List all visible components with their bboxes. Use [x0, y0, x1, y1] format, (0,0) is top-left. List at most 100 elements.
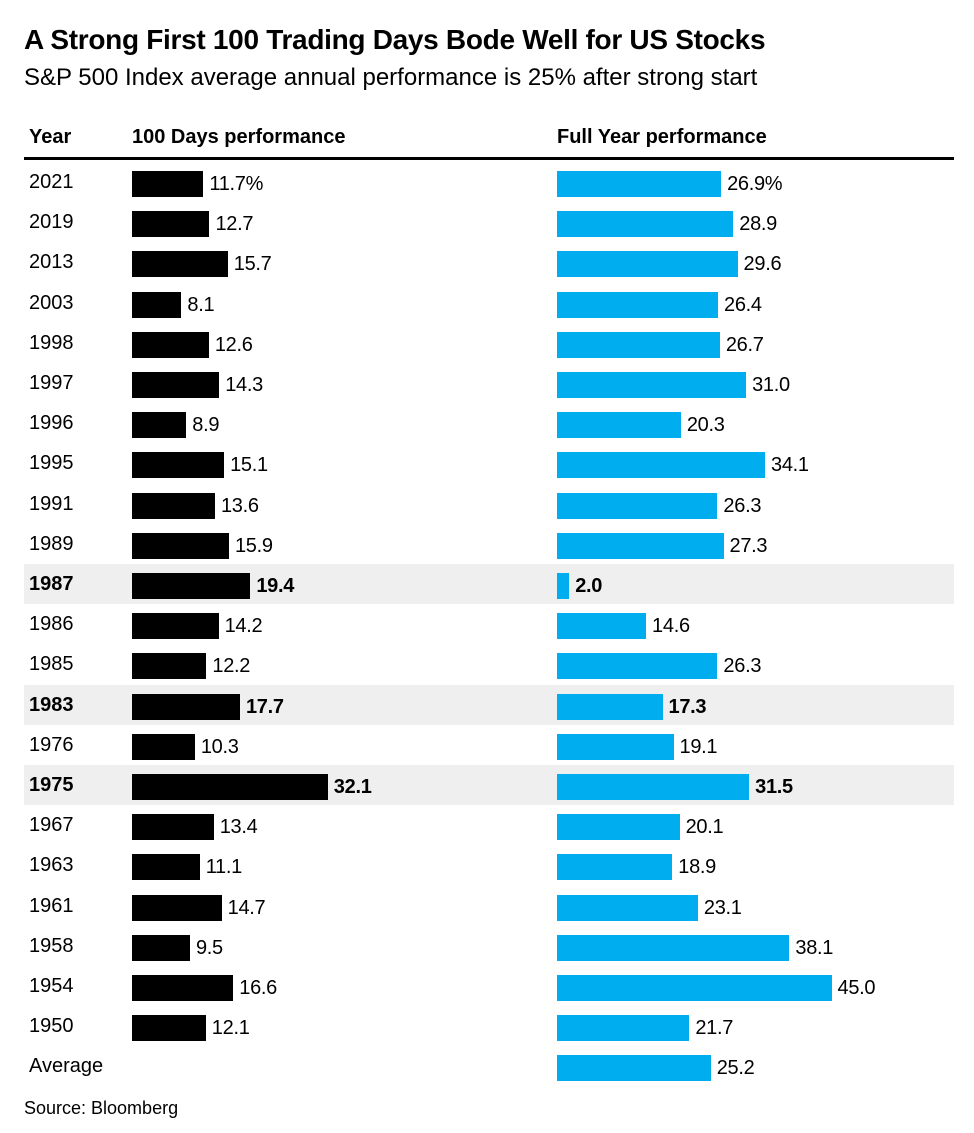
table-row: 1985 12.2 26.3: [24, 644, 954, 684]
bar-100-days: [132, 733, 195, 760]
table-row: 2019 12.7 28.9: [24, 202, 954, 242]
bar-full-year: [557, 934, 790, 961]
bar-full-year: [557, 1055, 711, 1082]
year-label: 1950: [29, 1015, 74, 1038]
table-row: 1975 32.1 31.5: [24, 765, 954, 805]
table-row: 1997 14.3 31.0: [24, 363, 954, 403]
value-label-100-days: 8.9: [192, 414, 220, 437]
value-label-100-days: 32.1: [333, 776, 372, 798]
bar-full-year: [557, 1015, 690, 1042]
year-label: 1995: [29, 452, 74, 475]
bar-full-year: [557, 693, 663, 720]
chart-title: A Strong First 100 Trading Days Bode Wel…: [24, 24, 766, 55]
table-row: 1989 15.9 27.3: [24, 524, 954, 564]
table-row: 1961 14.7 23.1: [24, 886, 954, 926]
value-label-full-year: 20.1: [685, 816, 724, 839]
bar-full-year: [557, 653, 718, 680]
value-label-full-year: 19.1: [679, 735, 718, 758]
bar-100-days: [132, 613, 219, 640]
table-row: 1991 13.6 26.3: [24, 484, 954, 524]
bar-100-days: [132, 854, 200, 881]
value-label-100-days: 9.5: [195, 936, 223, 959]
table-row: 1954 16.6 45.0: [24, 966, 954, 1006]
chart-subtitle: S&P 500 Index average annual performance…: [24, 64, 758, 91]
bar-full-year: [557, 894, 698, 921]
value-label-full-year: 25.2: [716, 1057, 755, 1080]
bar-full-year: [557, 171, 722, 197]
value-label-100-days: 13.6: [220, 494, 259, 517]
value-label-full-year: 28.9: [739, 213, 778, 236]
year-label: 2019: [29, 211, 74, 234]
value-label-full-year: 26.3: [723, 494, 762, 517]
year-label: 1997: [29, 372, 74, 394]
table-row: 1986 14.2 14.6: [24, 604, 954, 644]
year-label: 1998: [29, 331, 74, 354]
value-label-full-year: 31.5: [755, 776, 793, 798]
value-label-full-year: 14.6: [652, 615, 690, 638]
bar-full-year: [557, 613, 647, 640]
value-label-100-days: 13.4: [219, 816, 258, 839]
table-row: 1963 11.1 18.9: [24, 845, 954, 885]
bar-full-year: [557, 975, 832, 1001]
bar-100-days: [132, 291, 182, 318]
value-label-100-days: 12.1: [211, 1017, 250, 1040]
value-label-100-days: 10.3: [200, 735, 239, 758]
value-label-full-year: 26.9%: [727, 173, 783, 195]
value-label-100-days: 14.3: [225, 374, 263, 396]
year-label: 1987: [29, 573, 74, 595]
table-row: Average 25.2: [24, 1046, 954, 1086]
table-row: 2013 15.7 29.6: [24, 242, 954, 282]
column-header-full-year: Full Year performance: [557, 126, 767, 148]
value-label-100-days: 19.4: [256, 575, 295, 597]
bar-full-year: [557, 854, 673, 881]
value-label-full-year: 17.3: [668, 695, 707, 718]
bar-100-days: [132, 693, 240, 720]
year-label: 1975: [29, 774, 74, 796]
bar-full-year: [557, 291, 719, 318]
bar-100-days: [132, 251, 228, 278]
value-label-100-days: 15.9: [234, 534, 273, 557]
value-label-full-year: 34.1: [771, 454, 809, 477]
value-label-full-year: 27.3: [729, 534, 768, 557]
bar-full-year: [557, 814, 680, 841]
year-label: 1976: [29, 733, 74, 756]
bar-100-days: [132, 211, 210, 238]
year-label: 2013: [29, 251, 74, 274]
value-label-full-year: 26.7: [725, 333, 764, 356]
value-label-100-days: 12.7: [215, 213, 254, 236]
bar-full-year: [557, 532, 724, 559]
year-label: 1983: [29, 693, 74, 716]
source-note: Source: Bloomberg: [24, 1098, 179, 1118]
table-row: 1998 12.6 26.7: [24, 323, 954, 363]
bar-100-days: [132, 331, 209, 358]
table-row: 1983 17.7 17.3: [24, 684, 954, 725]
table-row: 1987 19.4 2.0: [24, 564, 954, 604]
bar-100-days: [132, 532, 229, 559]
value-label-full-year: 18.9: [678, 856, 717, 879]
year-label: 1963: [29, 854, 74, 877]
value-label-100-days: 12.6: [214, 333, 253, 356]
value-label-100-days: 17.7: [245, 695, 284, 718]
table-row: 1958 9.5 38.1: [24, 926, 954, 966]
year-label: 1989: [29, 532, 74, 555]
bar-full-year: [557, 211, 734, 238]
year-label: 1954: [29, 975, 74, 997]
value-label-full-year: 45.0: [837, 977, 876, 999]
value-label-full-year: 2.0: [575, 575, 603, 597]
bar-100-days: [132, 774, 328, 800]
bar-100-days: [132, 412, 187, 439]
bar-100-days: [132, 934, 190, 961]
bar-full-year: [557, 733, 674, 760]
year-label: 1958: [29, 934, 74, 957]
bar-full-year: [557, 774, 750, 800]
value-label-full-year: 23.1: [703, 896, 742, 919]
bar-full-year: [557, 452, 765, 479]
year-label: 1986: [29, 613, 74, 636]
value-label-100-days: 8.1: [187, 293, 215, 316]
table-row: 1995 15.1 34.1: [24, 443, 954, 483]
bar-100-days: [132, 372, 220, 398]
bar-100-days: [132, 1015, 206, 1042]
value-label-100-days: 15.7: [233, 253, 272, 276]
value-label-100-days: 14.2: [224, 615, 263, 638]
value-label-full-year: 38.1: [795, 936, 834, 959]
